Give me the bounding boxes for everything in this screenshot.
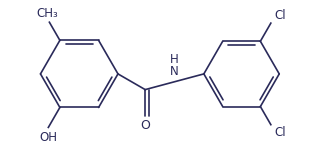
Text: Cl: Cl xyxy=(274,9,286,22)
Text: Cl: Cl xyxy=(274,126,286,139)
Text: O: O xyxy=(140,119,150,132)
Text: CH₃: CH₃ xyxy=(37,7,58,20)
Text: OH: OH xyxy=(39,131,57,143)
Text: H
N: H N xyxy=(170,53,179,78)
